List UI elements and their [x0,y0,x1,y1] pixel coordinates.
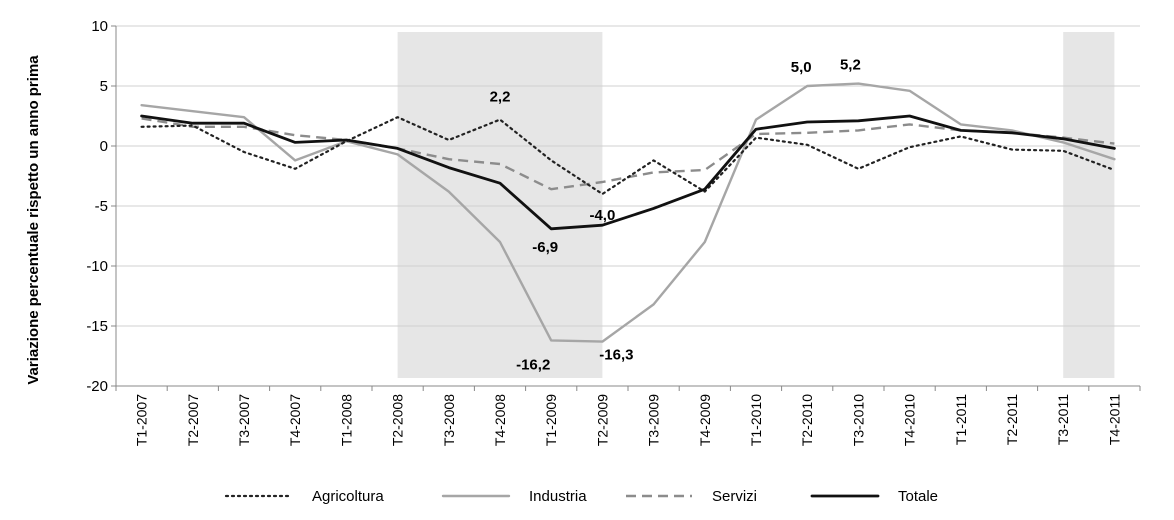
y-tick-label: 10 [91,18,108,35]
x-tick-label: T4-2008 [492,394,508,446]
x-tick-label: T4-2010 [902,394,918,446]
shaded-band-2 [1063,32,1115,378]
x-tick-label: T1-2011 [953,394,969,445]
data-label: -4,0 [589,207,615,224]
data-label: -16,3 [599,347,633,364]
legend-label-agricoltura: Agricoltura [312,488,384,505]
data-label: 2,2 [490,89,511,106]
x-tick-label: T4-2007 [287,394,303,446]
x-tick-label: T4-2011 [1106,394,1122,445]
data-label: -16,2 [516,356,550,373]
legend-label-totale: Totale [898,488,938,505]
series-line-industria [140,82,1116,343]
x-tick-label: T1-2009 [543,394,559,446]
x-tick-label: T2-2011 [1004,394,1020,445]
x-tick-label: T3-2009 [646,394,662,446]
legend-label-industria: Industria [529,488,587,505]
x-tick-label: T3-2008 [441,394,457,446]
y-tick-label: -20 [86,378,108,395]
x-tick-label: T1-2010 [748,394,764,446]
y-tick-label: 0 [100,138,108,155]
x-tick-label: T1-2008 [338,394,354,446]
x-tick-label: T2-2010 [799,394,815,446]
y-tick-label: -10 [86,258,108,275]
x-tick-label: T2-2008 [390,394,406,446]
x-tick-label: T2-2007 [185,394,201,446]
y-tick-label: -15 [86,318,108,335]
series-line-agricoltura [140,116,1116,196]
x-tick-label: T3-2010 [850,394,866,446]
x-tick-label: T3-2011 [1055,394,1071,445]
shaded-band-1 [397,32,603,378]
series-line-totale [140,114,1116,231]
legend-label-servizi: Servizi [712,488,757,505]
data-label: 5,0 [791,59,812,76]
y-tick-label: -5 [95,198,108,215]
x-tick-label: T3-2007 [236,394,252,446]
data-label: -6,9 [532,239,558,256]
x-tick-label: T1-2007 [134,394,150,446]
x-tick-label: T2-2009 [594,394,610,446]
x-tick-label: T4-2009 [697,394,713,446]
y-axis-label: Variazione percentuale rispetto un anno … [25,55,42,385]
y-tick-label: 5 [100,78,108,95]
data-label: 5,2 [840,57,861,74]
